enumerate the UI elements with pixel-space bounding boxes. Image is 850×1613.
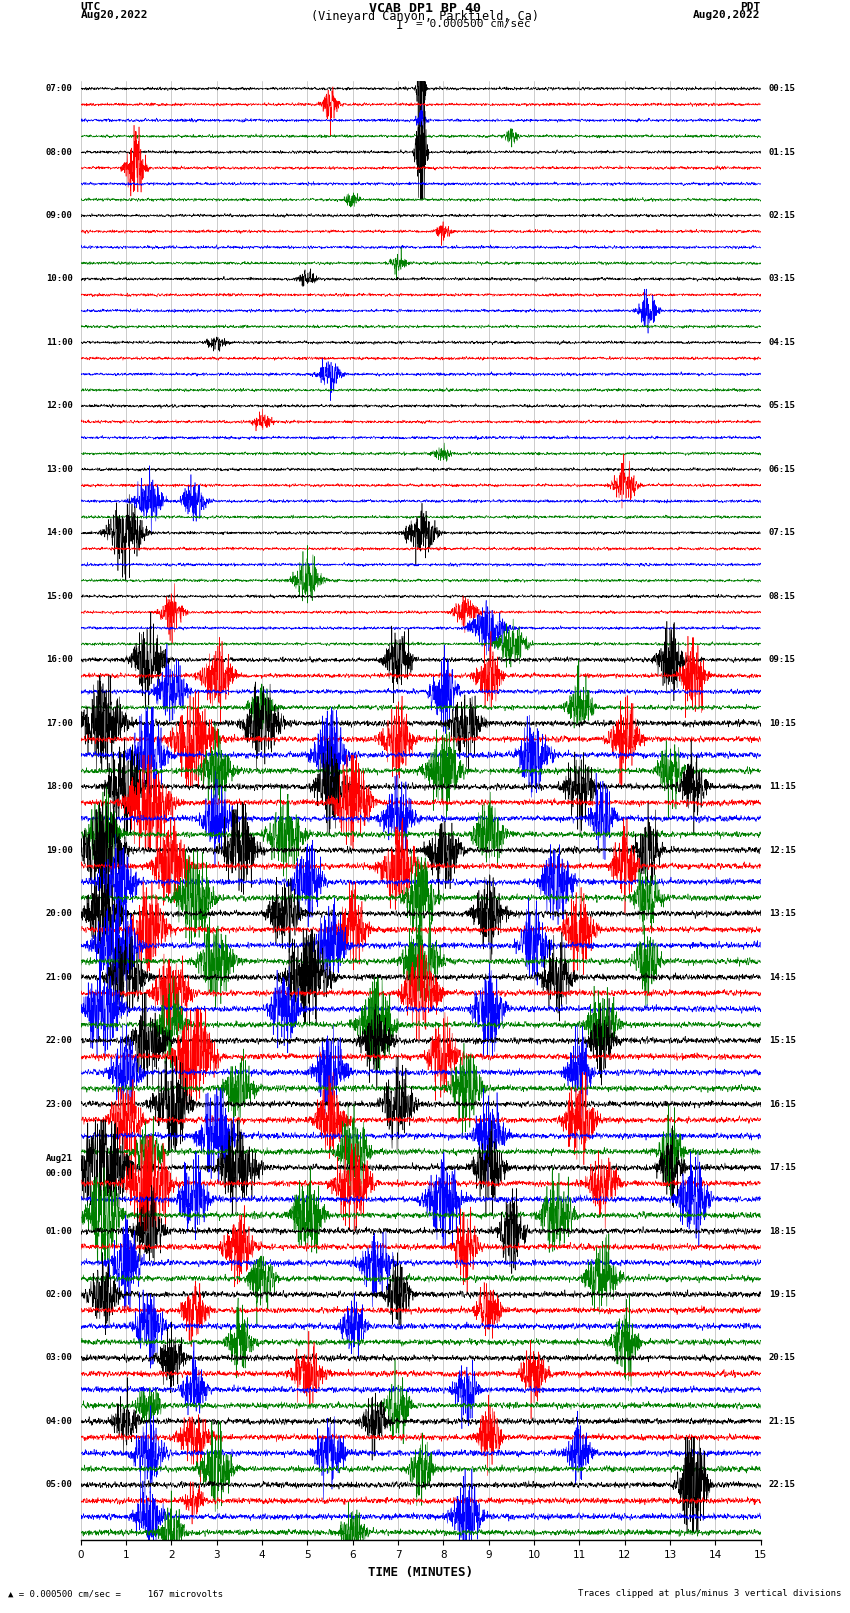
Text: 13:00: 13:00	[46, 465, 72, 474]
Text: 05:00: 05:00	[46, 1481, 72, 1489]
Text: 10:00: 10:00	[46, 274, 72, 284]
Text: 04:00: 04:00	[46, 1416, 72, 1426]
Text: 07:15: 07:15	[769, 529, 796, 537]
Text: 19:15: 19:15	[769, 1290, 796, 1298]
Text: 12:00: 12:00	[46, 402, 72, 410]
Text: 16:00: 16:00	[46, 655, 72, 665]
Text: 07:00: 07:00	[46, 84, 72, 94]
Text: 00:15: 00:15	[769, 84, 796, 94]
Text: 06:15: 06:15	[769, 465, 796, 474]
Text: 15:00: 15:00	[46, 592, 72, 600]
Text: 17:15: 17:15	[769, 1163, 796, 1173]
Text: 08:15: 08:15	[769, 592, 796, 600]
Text: 01:00: 01:00	[46, 1226, 72, 1236]
Text: PDT: PDT	[740, 3, 761, 13]
Text: 22:15: 22:15	[769, 1481, 796, 1489]
Text: 21:00: 21:00	[46, 973, 72, 982]
Text: 05:15: 05:15	[769, 402, 796, 410]
Text: 15:15: 15:15	[769, 1036, 796, 1045]
Text: Aug20,2022: Aug20,2022	[694, 11, 761, 21]
Text: 19:00: 19:00	[46, 845, 72, 855]
Text: ▲ = 0.000500 cm/sec =     167 microvolts: ▲ = 0.000500 cm/sec = 167 microvolts	[8, 1589, 224, 1598]
Text: 13:15: 13:15	[769, 910, 796, 918]
Text: 18:15: 18:15	[769, 1226, 796, 1236]
Text: 22:00: 22:00	[46, 1036, 72, 1045]
Text: 04:15: 04:15	[769, 339, 796, 347]
Text: = 0.000500 cm/sec: = 0.000500 cm/sec	[416, 18, 531, 29]
Text: 11:00: 11:00	[46, 339, 72, 347]
Text: 09:00: 09:00	[46, 211, 72, 219]
Text: 14:15: 14:15	[769, 973, 796, 982]
Text: 02:15: 02:15	[769, 211, 796, 219]
Text: 12:15: 12:15	[769, 845, 796, 855]
Text: 02:00: 02:00	[46, 1290, 72, 1298]
Text: (Vineyard Canyon, Parkfield, Ca): (Vineyard Canyon, Parkfield, Ca)	[311, 11, 539, 24]
Text: VCAB DP1 BP 40: VCAB DP1 BP 40	[369, 3, 481, 16]
Text: 18:00: 18:00	[46, 782, 72, 792]
Text: I: I	[396, 18, 403, 32]
Text: 17:00: 17:00	[46, 719, 72, 727]
Text: 20:15: 20:15	[769, 1353, 796, 1363]
Text: Aug20,2022: Aug20,2022	[81, 11, 148, 21]
Text: 20:00: 20:00	[46, 910, 72, 918]
Text: 00:00: 00:00	[46, 1169, 72, 1179]
Text: 14:00: 14:00	[46, 529, 72, 537]
Text: 10:15: 10:15	[769, 719, 796, 727]
Text: UTC: UTC	[81, 3, 101, 13]
Text: Aug21: Aug21	[46, 1153, 72, 1163]
Text: 23:00: 23:00	[46, 1100, 72, 1108]
Text: 16:15: 16:15	[769, 1100, 796, 1108]
Text: 21:15: 21:15	[769, 1416, 796, 1426]
Text: Traces clipped at plus/minus 3 vertical divisions: Traces clipped at plus/minus 3 vertical …	[578, 1589, 842, 1598]
X-axis label: TIME (MINUTES): TIME (MINUTES)	[368, 1566, 473, 1579]
Text: 03:15: 03:15	[769, 274, 796, 284]
Text: 01:15: 01:15	[769, 147, 796, 156]
Text: 11:15: 11:15	[769, 782, 796, 792]
Text: 03:00: 03:00	[46, 1353, 72, 1363]
Text: 09:15: 09:15	[769, 655, 796, 665]
Text: 08:00: 08:00	[46, 147, 72, 156]
